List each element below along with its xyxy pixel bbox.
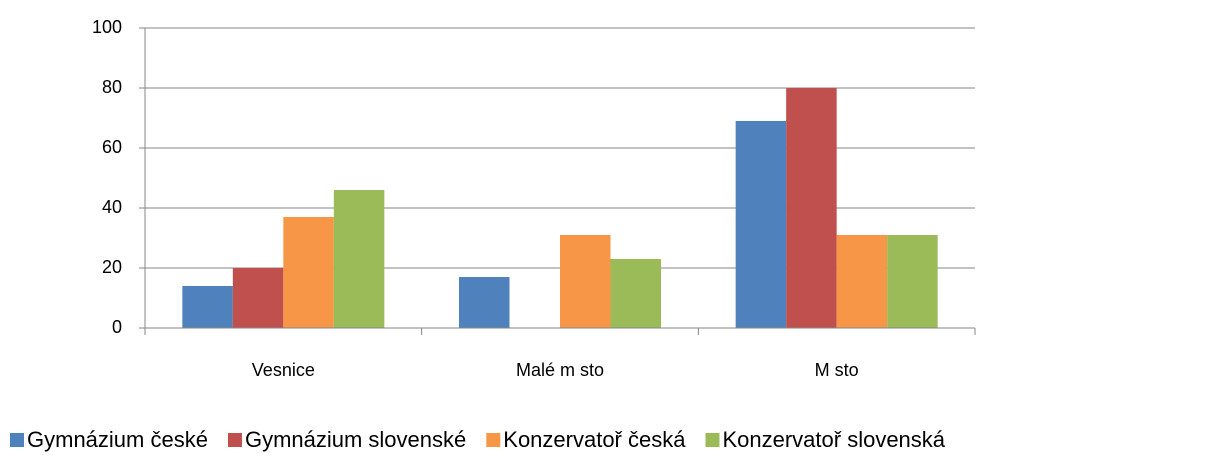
bar xyxy=(459,277,510,328)
legend-swatch xyxy=(705,433,720,447)
bar xyxy=(232,268,284,328)
legend-label: Gymnázium slovenské xyxy=(245,427,466,452)
bar xyxy=(610,259,661,328)
bar xyxy=(836,235,888,328)
x-tick-label: Vesnice xyxy=(252,360,315,380)
y-tick-label: 40 xyxy=(102,197,122,217)
bar xyxy=(887,235,938,328)
bar xyxy=(786,88,837,328)
legend-label: Gymnázium české xyxy=(27,427,208,452)
bar xyxy=(333,190,385,328)
bar xyxy=(560,235,611,328)
legend-label: Konzervatoř slovenská xyxy=(722,427,945,452)
y-tick-label: 80 xyxy=(102,77,122,97)
y-tick-label: 60 xyxy=(102,137,122,157)
legend-swatch xyxy=(486,433,501,447)
bar xyxy=(735,121,787,328)
bar xyxy=(182,286,233,328)
y-tick-label: 0 xyxy=(112,317,122,337)
y-tick-label: 20 xyxy=(102,257,122,277)
legend-swatch xyxy=(227,433,242,447)
y-tick-label: 100 xyxy=(92,17,122,37)
x-tick-label: Malé m sto xyxy=(516,360,604,380)
legend-swatch xyxy=(10,433,24,447)
x-tick-label: M sto xyxy=(815,360,859,380)
bar xyxy=(283,217,334,328)
legend-label: Konzervatoř česká xyxy=(503,427,686,452)
